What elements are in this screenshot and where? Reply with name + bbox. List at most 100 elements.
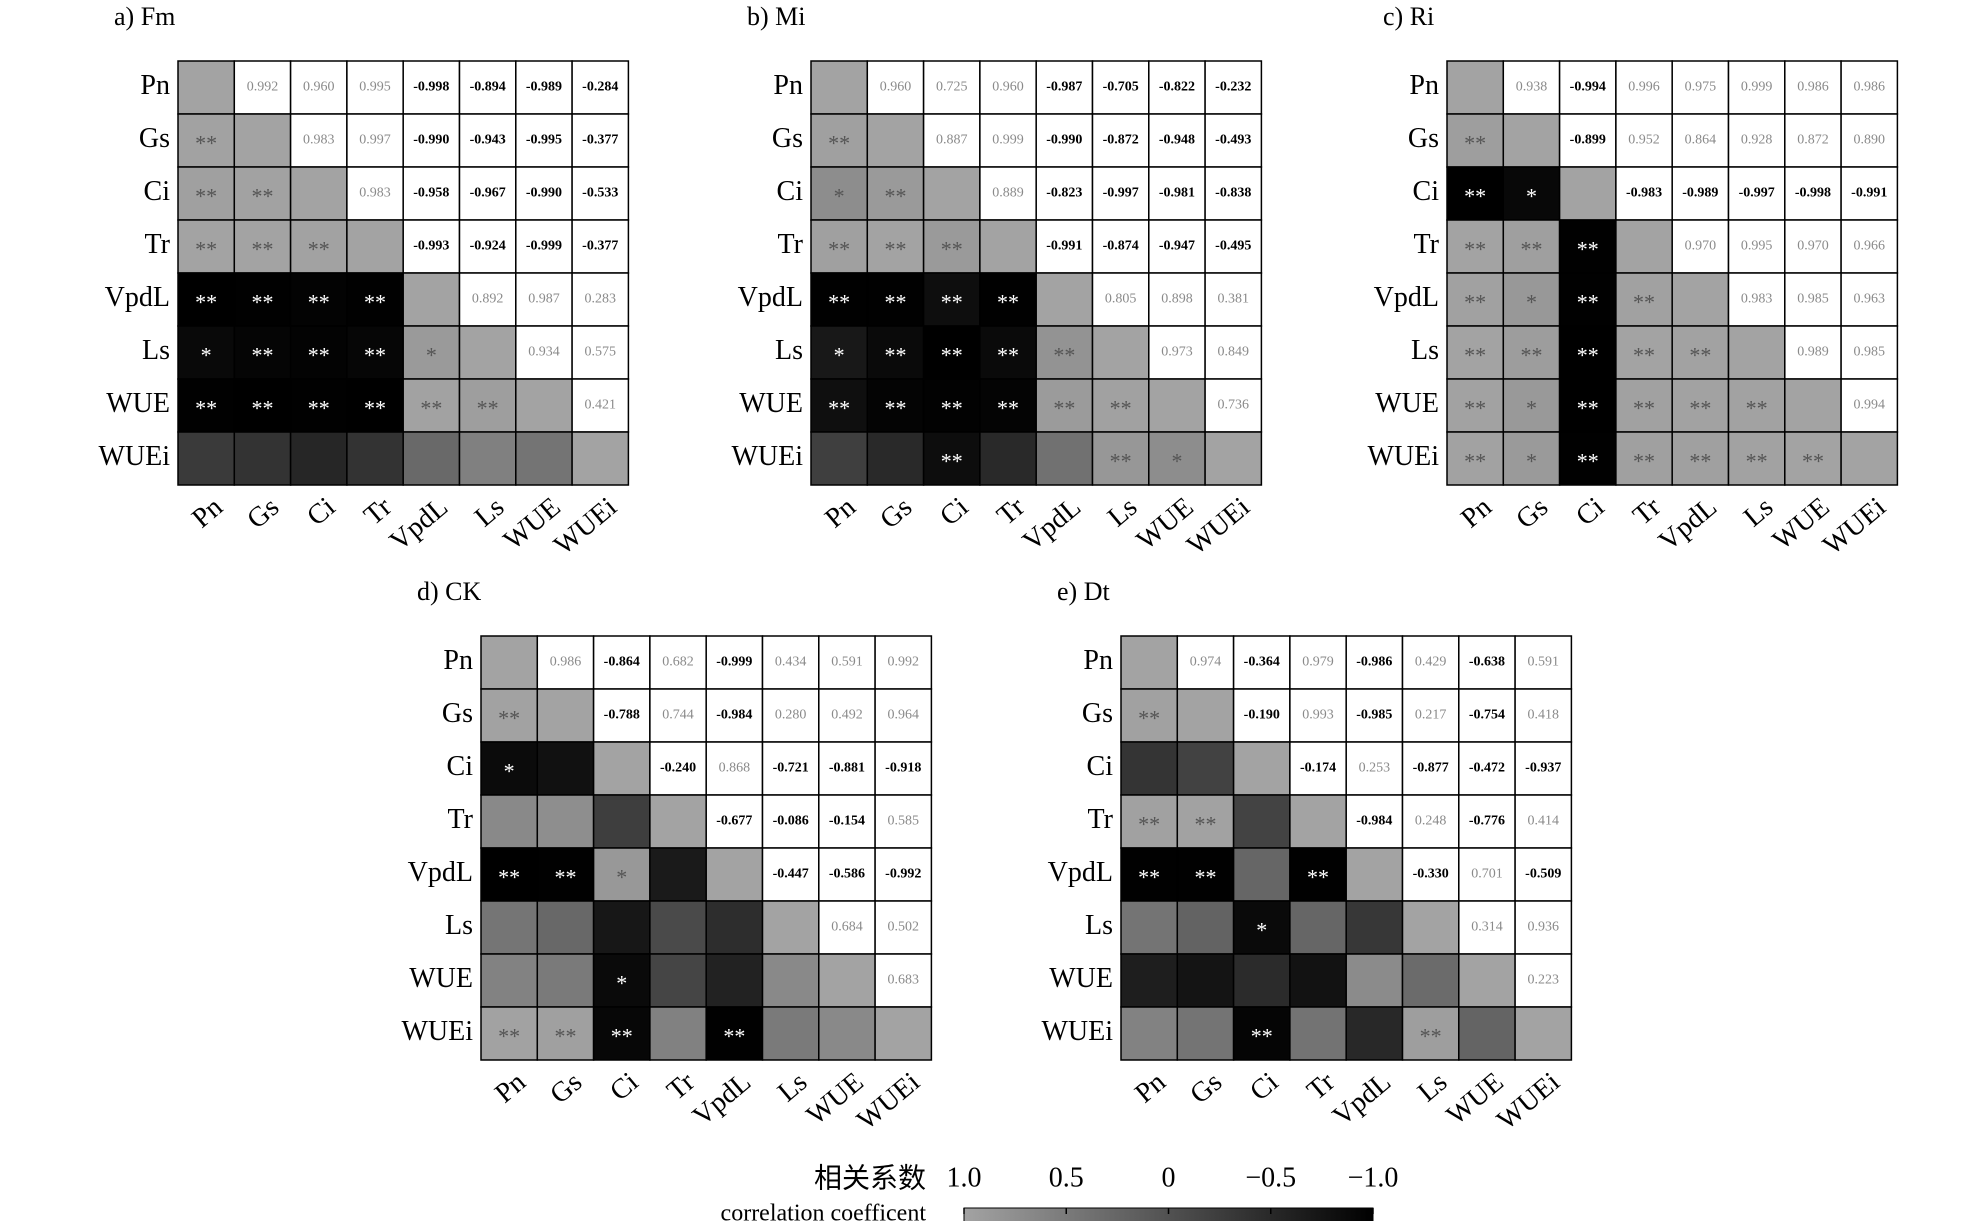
significance-mark: **	[1577, 290, 1599, 315]
upper-cell	[818, 794, 876, 849]
upper-cell	[1514, 741, 1573, 796]
coefficient-label: -0.998	[1795, 186, 1831, 201]
upper-cell	[818, 847, 876, 902]
upper-cell	[1204, 113, 1263, 168]
significance-mark: **	[828, 396, 850, 421]
heat-cell	[1176, 1006, 1235, 1061]
significance-mark: **	[1053, 343, 1075, 368]
coefficient-label: -0.998	[413, 80, 449, 95]
column-label: Pn	[1455, 492, 1498, 535]
upper-cell	[1091, 219, 1150, 274]
coefficient-label: 0.992	[247, 80, 279, 95]
significance-mark: **	[1464, 237, 1486, 262]
row-label: WUEi	[401, 1016, 473, 1047]
significance-mark: **	[308, 396, 330, 421]
diagonal-cell	[1727, 325, 1786, 380]
coefficient-label: 0.418	[1528, 708, 1560, 723]
heat-cell	[402, 431, 461, 486]
upper-cell	[346, 166, 404, 221]
upper-cell	[1514, 953, 1573, 1008]
panel-title: a) Fm	[114, 2, 175, 31]
diagonal-cell	[571, 431, 630, 486]
coefficient-label: -0.989	[1682, 186, 1718, 201]
heat-cell	[1176, 900, 1235, 955]
upper-cell	[1840, 113, 1899, 168]
row-label: WUE	[1049, 963, 1113, 994]
row-label: Pn	[1409, 70, 1439, 101]
upper-cell	[1615, 113, 1673, 168]
coefficient-label: -0.991	[1851, 186, 1887, 201]
heat-cell	[1232, 900, 1291, 955]
heat-cell	[233, 219, 292, 274]
colorbar-tick-label: −0.5	[1245, 1162, 1296, 1193]
heat-cell	[1558, 219, 1617, 274]
upper-cell	[289, 60, 348, 115]
significance-mark: *	[616, 865, 627, 890]
upper-cell	[571, 113, 630, 168]
significance-mark: **	[1577, 396, 1599, 421]
coefficient-label: 0.992	[888, 655, 920, 670]
heat-cell	[515, 431, 573, 486]
coefficient-label: -0.533	[582, 186, 618, 201]
heat-cell	[1176, 794, 1235, 849]
coefficient-label: 0.872	[1797, 133, 1829, 148]
coefficient-label: -0.981	[1159, 186, 1195, 201]
significance-mark: **	[828, 290, 850, 315]
significance-mark: **	[723, 1024, 745, 1049]
column-label: Gs	[544, 1067, 588, 1111]
heat-cell	[866, 219, 925, 274]
heat-cell	[1727, 431, 1786, 486]
significance-mark: **	[884, 237, 906, 262]
heat-cell	[1558, 325, 1617, 380]
coefficient-label: 0.684	[831, 920, 863, 935]
diagonal-cell	[1671, 272, 1730, 327]
significance-mark: *	[504, 759, 515, 784]
heat-cell	[592, 900, 651, 955]
column-label: Ci	[1570, 491, 1610, 532]
significance-mark: **	[1520, 237, 1542, 262]
significance-mark: **	[554, 865, 576, 890]
coefficient-label: -0.154	[829, 814, 865, 829]
heat-cell	[1401, 953, 1460, 1008]
coefficient-label: 0.938	[1516, 80, 1548, 95]
diagonal-cell	[1558, 166, 1617, 221]
coefficient-label: -0.364	[1244, 655, 1280, 670]
diagonal-cell	[1091, 325, 1150, 380]
upper-cell	[761, 847, 820, 902]
diagonal-cell	[536, 688, 595, 743]
significance-mark: **	[251, 290, 273, 315]
upper-cell	[233, 60, 292, 115]
heat-cell	[480, 847, 539, 902]
row-label: VpdL	[1374, 282, 1439, 313]
significance-mark: **	[364, 343, 386, 368]
significance-mark: *	[1256, 918, 1267, 943]
significance-mark: **	[498, 706, 520, 731]
row-label: Tr	[1088, 804, 1114, 835]
column-label: WUEi	[548, 491, 623, 561]
coefficient-label: 0.964	[888, 708, 920, 723]
upper-cell	[1727, 60, 1786, 115]
coefficient-label: -0.894	[470, 80, 506, 95]
coefficient-label: -0.638	[1469, 655, 1505, 670]
heat-cell	[1289, 953, 1347, 1008]
row-label: WUE	[1375, 388, 1439, 419]
heat-cell	[810, 166, 869, 221]
row-label: WUEi	[1367, 441, 1439, 472]
upper-cell	[1784, 60, 1842, 115]
heat-cell	[1446, 219, 1505, 274]
upper-cell	[874, 688, 933, 743]
column-label: Ci	[301, 491, 341, 532]
heat-cell	[1558, 378, 1617, 433]
coefficient-label: 0.283	[585, 292, 617, 307]
coefficient-label: 0.952	[1628, 133, 1660, 148]
panel-title: e) Dt	[1057, 577, 1110, 606]
heat-cell	[592, 1006, 651, 1061]
heat-cell	[1232, 1006, 1291, 1061]
coefficient-label: 0.591	[831, 655, 863, 670]
heat-cell	[810, 431, 869, 486]
heat-cell	[810, 325, 869, 380]
coefficient-label: -0.586	[829, 867, 865, 882]
significance-mark: **	[1746, 396, 1768, 421]
coefficient-label: -0.864	[604, 655, 640, 670]
upper-cell	[922, 113, 981, 168]
